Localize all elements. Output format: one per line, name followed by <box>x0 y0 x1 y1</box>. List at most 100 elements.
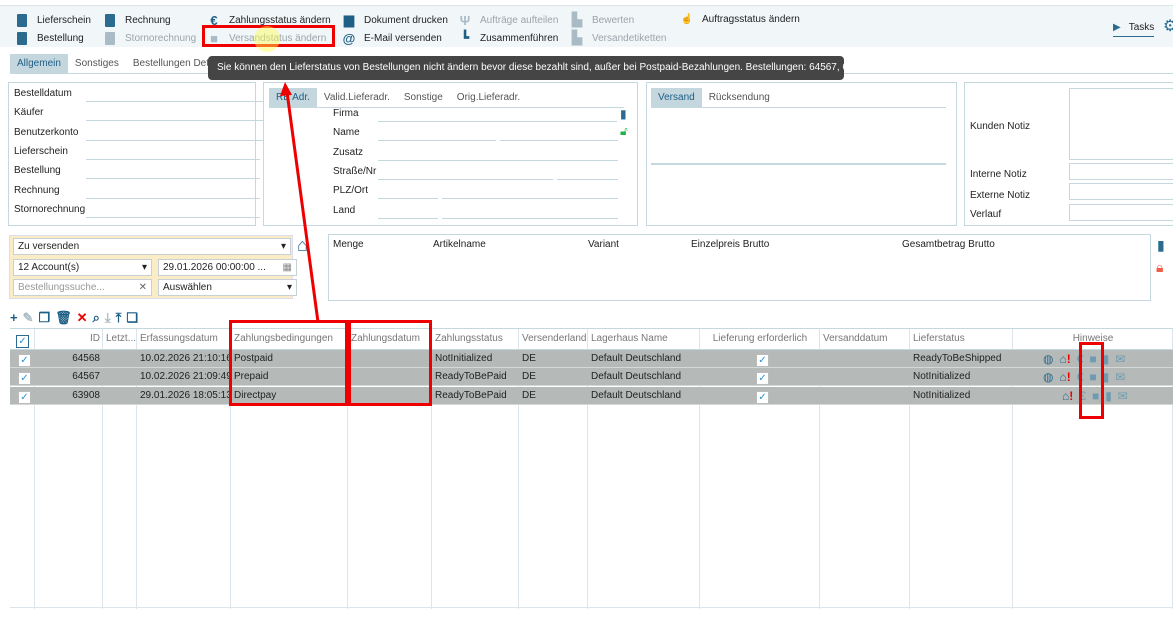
address-input[interactable] <box>378 159 618 161</box>
document-icon[interactable]: ▮ <box>1157 237 1165 253</box>
row-checkbox[interactable]: ✓ <box>18 372 31 386</box>
lock-icon[interactable]: 🔒︎ <box>1156 259 1164 275</box>
address-input[interactable] <box>557 178 618 180</box>
order-search-input[interactable]: Bestellungssuche... ✕ <box>13 279 152 296</box>
column-header[interactable]: ID <box>90 333 100 344</box>
interne-notiz-field[interactable] <box>1069 163 1173 180</box>
globe-icon: ◍ <box>1043 352 1054 366</box>
field-input[interactable] <box>86 178 260 180</box>
address-input[interactable] <box>442 217 618 219</box>
column-header[interactable]: Zahlungsstatus <box>435 333 503 344</box>
highlight-box <box>1079 342 1104 419</box>
tab-re-adr[interactable]: RE Adr. <box>269 88 317 107</box>
table-row[interactable]: ✓ 63908 29.01.2026 18:05:13 Directpay ReadyT… <box>10 386 1173 405</box>
add-icon[interactable]: + <box>10 310 18 325</box>
zahlungsstatus-button[interactable]: € Zahlungsstatus ändern <box>207 11 330 29</box>
accounts-select[interactable]: 12 Account(s) ▾ <box>13 259 152 276</box>
rate-button[interactable]: ▙ Bewerten <box>572 12 635 27</box>
externe-notiz-label: Externe Notiz <box>970 190 1031 201</box>
unlock-icon[interactable]: 🔓︎ <box>620 124 628 138</box>
verlauf-field[interactable] <box>1069 204 1173 221</box>
column-header[interactable]: Versenderland <box>522 333 587 344</box>
address-input[interactable] <box>378 198 438 200</box>
address-panel: RE Adr. Valid.Lieferadr. Sonstige Orig.L… <box>263 82 638 226</box>
export-icon[interactable]: ❏ <box>126 310 139 325</box>
versandstatus-button[interactable]: ■ Versandstatus ändern <box>207 29 326 47</box>
kunden-notiz-field[interactable] <box>1069 88 1173 160</box>
stornorechnung-button[interactable]: Stornorechnung <box>103 29 196 47</box>
tab-versand[interactable]: Versand <box>651 88 702 107</box>
address-label: Straße/Nr <box>333 165 377 177</box>
edit-icon[interactable]: ✎ <box>22 310 34 325</box>
grid-column <box>700 329 820 609</box>
labels-button[interactable]: ▙ Versandetiketten <box>572 30 667 45</box>
trash-icon[interactable]: 🗑︎ <box>55 310 72 325</box>
tab-sonstige[interactable]: Sonstige <box>403 92 443 103</box>
address-input[interactable] <box>500 140 618 142</box>
column-header[interactable]: Lieferung erforderlich <box>712 333 808 344</box>
column-header[interactable]: Lieferstatus <box>913 333 965 344</box>
column-header[interactable]: Zahlungsdatum <box>351 333 420 344</box>
field-input[interactable] <box>86 139 286 141</box>
merge-button[interactable]: ┗ Zusammenführen <box>458 29 558 47</box>
status-select[interactable]: Zu versenden ▾ <box>13 238 291 255</box>
calendar-icon[interactable]: ▦ <box>282 262 292 273</box>
select-dropdown[interactable]: Auswählen ▾ <box>158 279 297 296</box>
split-button[interactable]: Ψ Aufträge aufteilen <box>459 12 559 28</box>
copy-icon[interactable]: ❐ <box>38 310 51 325</box>
download-icon[interactable]: ⤓ <box>104 310 111 325</box>
row-checkbox[interactable]: ✓ <box>18 390 31 404</box>
home-icon[interactable]: ⌂ <box>297 235 308 255</box>
column-header[interactable]: Erfassungsdatum <box>140 333 218 344</box>
cell-warehouse: Default Deutschland <box>591 389 682 401</box>
select-all-checkbox[interactable]: ✓ <box>13 331 32 351</box>
column-header[interactable]: Hinweise <box>1072 333 1114 344</box>
field-input[interactable] <box>86 101 286 102</box>
bestellung-button[interactable]: Bestellung <box>15 29 84 47</box>
clear-icon[interactable]: ✕ <box>138 282 147 293</box>
column-header[interactable]: Letzt... <box>106 333 137 344</box>
date-input[interactable]: 29.01.2026 00:00:00 ... ▦ <box>158 259 297 276</box>
address-input[interactable] <box>378 178 553 180</box>
delivery-checkbox[interactable]: ✓ <box>756 390 769 404</box>
tab-bestellungen-details[interactable]: Bestellungen Deta <box>132 58 215 69</box>
package-icon: ■ <box>1089 370 1097 385</box>
tab-sonstiges[interactable]: Sonstiges <box>74 58 119 69</box>
externe-notiz-field[interactable] <box>1069 183 1173 200</box>
field-input[interactable] <box>86 197 260 199</box>
delivery-checkbox[interactable]: ✓ <box>756 372 769 386</box>
table-row[interactable]: ✓ 64567 10.02.2026 21:09:49 Prepaid ReadyToB… <box>10 368 1173 387</box>
search-doc-icon[interactable]: ⌕ <box>92 310 100 325</box>
print-button[interactable]: ▆ Dokument drucken <box>344 12 448 27</box>
cancel-icon[interactable]: ✕ <box>76 310 88 325</box>
address-input[interactable] <box>378 140 496 142</box>
gear-icon[interactable]: ⚙ <box>1163 18 1173 35</box>
tab-orig-lieferadr[interactable]: Orig.Lieferadr. <box>456 92 521 103</box>
field-input[interactable] <box>86 120 286 122</box>
field-input[interactable] <box>86 216 260 218</box>
cell-created: 29.01.2026 18:05:13 <box>140 389 231 401</box>
grid-column <box>348 329 432 609</box>
delivery-checkbox[interactable]: ✓ <box>756 354 769 367</box>
email-button[interactable]: @ E-Mail versenden <box>342 30 442 46</box>
tab-valid-lieferadr[interactable]: Valid.Lieferadr. <box>323 92 390 103</box>
field-input[interactable] <box>86 158 260 160</box>
cell-terms: Postpaid <box>234 353 273 364</box>
copy-icon[interactable]: ▮ <box>620 107 627 121</box>
upload-icon[interactable]: ⤒ <box>115 310 122 325</box>
lieferschein-button[interactable]: Lieferschein <box>15 11 91 29</box>
auftragsstatus-button[interactable]: ☝ Auftragsstatus ändern <box>680 13 800 25</box>
address-input[interactable] <box>378 121 617 122</box>
tab-ruecksendung[interactable]: Rücksendung <box>708 92 770 103</box>
rechnung-button[interactable]: Rechnung <box>103 11 171 29</box>
address-input[interactable] <box>442 198 618 200</box>
cursor-highlight <box>254 26 280 52</box>
column-header[interactable]: Zahlungsbedingungen <box>234 333 333 344</box>
tasks-button[interactable]: ▶ Tasks <box>1113 19 1155 37</box>
address-input[interactable] <box>378 217 438 219</box>
column-header[interactable]: Versanddatum <box>823 333 888 344</box>
row-checkbox[interactable]: ✓ <box>18 354 31 367</box>
tab-allgemein[interactable]: Allgemein <box>10 54 68 73</box>
table-row[interactable]: ✓ 64568 10.02.2026 21:10:16 Postpaid NotInit… <box>10 350 1173 368</box>
column-header[interactable]: Lagerhaus Name <box>591 333 668 344</box>
